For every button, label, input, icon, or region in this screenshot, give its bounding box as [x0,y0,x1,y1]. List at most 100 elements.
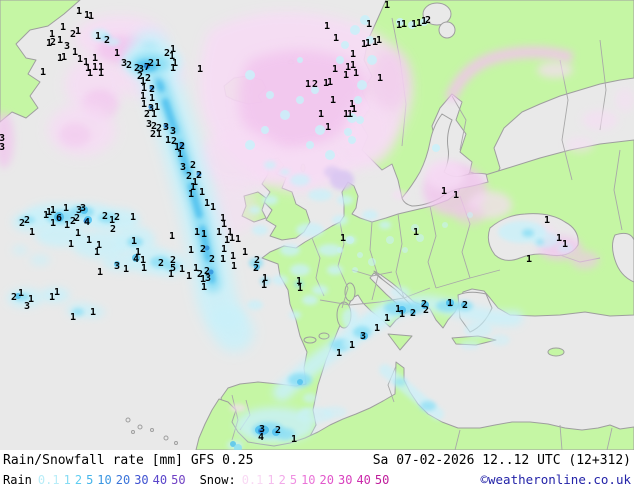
legend: Rain 0.1 1 2 5 10 20 30 40 50 Snow: 0.1 1 2 5 10 20 30… [3,471,403,490]
precip-value: 1 [327,77,333,88]
precip-value: 2 [253,263,259,274]
precip-value: 1 [168,269,174,280]
precip-value: 1 [526,254,532,265]
precip-value: 2 [137,71,143,82]
precip-value: 1 [43,210,49,221]
precip-value: 1 [190,182,196,193]
precip-value: 1 [262,273,268,284]
precip-value: 1 [377,73,383,84]
rain-legend-step-40: 40 [152,473,168,487]
precip-value: 1 [296,276,302,287]
precip-value: 1 [399,309,405,320]
snow-finland-arc [444,46,574,103]
precip-value: 1 [177,149,183,160]
rain-legend-step-10: 10 [97,473,112,487]
precip-value: 1 [149,93,155,104]
rain-front-strong [148,56,216,284]
precip-value: 1 [216,227,222,238]
precip-value: 1 [220,254,226,265]
rain-areas [7,15,573,450]
precip-value: 1 [155,58,161,69]
precip-value: 4 [258,432,264,443]
precip-value: 1 [343,70,349,81]
precip-value: 1 [453,190,459,201]
precip-value: 2 [150,129,156,140]
precip-value: 2 [110,224,116,235]
snow-legend-step-40: 40 [356,473,371,487]
rain-atlantic-cells [12,203,188,277]
precip-value: 1 [372,37,378,48]
precip-value: 2 [164,48,170,59]
precip-value: 1 [87,68,93,79]
precip-value: 2 [462,300,468,311]
precip-value: 1 [384,0,390,11]
precip-value: 1 [140,91,146,102]
precip-value: 2 [104,35,110,46]
sea-white [422,2,452,26]
precip-value: 1 [199,187,205,198]
precip-value: 3 [138,64,144,75]
precip-value: 1 [221,219,227,230]
precip-value: 2 [158,258,164,269]
precip-value: 1 [123,264,129,275]
precip-value: 1 [347,109,353,120]
precip-value: 3 [180,162,186,173]
precip-value: 1 [194,227,200,238]
map-datetime: Sa 07-02-2026 12..12 UTC (12+312) [372,453,631,468]
rain-legend-step-0.1: 0.1 [37,473,60,487]
precip-value: 2 [254,255,260,266]
precip-value: 3 [205,273,211,284]
precip-value: 1 [318,109,324,120]
precip-value: 1 [336,348,342,359]
atlantic-islands [125,417,178,445]
precip-value: 2 [144,109,150,120]
rain-legend-step-5: 5 [86,473,94,487]
precip-value: 1 [556,233,562,244]
precip-value: 1 [230,251,236,262]
precip-value: 1 [332,64,338,75]
precip-value: 3 [259,424,265,435]
precip-value: 2 [179,141,185,152]
precip-value: 1 [92,53,98,64]
precip-value: 1 [77,54,83,65]
precip-value: 2 [312,79,318,90]
precip-value: 1 [349,99,355,110]
precip-value: 1 [141,99,147,110]
snow-legend-steps: 0.1 1 2 5 10 20 30 40 50 [242,471,394,490]
precip-value: 1 [28,294,34,305]
precip-value: 1 [141,263,147,274]
snow-legend-step-1: 1 [267,473,275,487]
precip-value: 1 [350,49,356,60]
precip-value: 1 [227,227,233,238]
land-sicily [387,333,413,351]
precip-value: 2 [134,63,140,74]
precip-value: 5 [170,263,176,274]
precip-value: 2 [423,305,429,316]
precip-value: 1 [57,53,63,64]
precip-value: 3 [0,133,5,144]
precip-value: 1 [174,142,180,153]
precip-value: 1 [64,220,70,231]
snow-west-edge [0,112,14,168]
precip-value: 1 [40,67,46,78]
precip-value: 1 [68,239,74,250]
rain-legend-step-2: 2 [74,473,83,487]
precip-value: 1 [50,218,56,229]
precip-value: 1 [330,95,336,106]
precip-value: 1 [50,205,56,216]
snow-legend-step-50: 50 [374,473,390,487]
precip-value: 2 [19,218,25,229]
precip-value: 1 [188,189,194,200]
precip-value: 1 [416,18,422,29]
caption-row-2: Rain 0.1 1 2 5 10 20 30 40 50 Snow: 0.1 1 2 5 10 20 30… [3,470,631,490]
precip-value: 3 [80,203,86,214]
land-cyprus [547,347,565,357]
snow-legend-step-2: 2 [278,473,286,487]
precip-value: 1 [140,255,146,266]
precip-value: 1 [343,109,349,120]
rain-legend-step-20: 20 [115,473,131,487]
precip-value: 1 [305,79,311,90]
precip-value: 1 [201,282,207,293]
